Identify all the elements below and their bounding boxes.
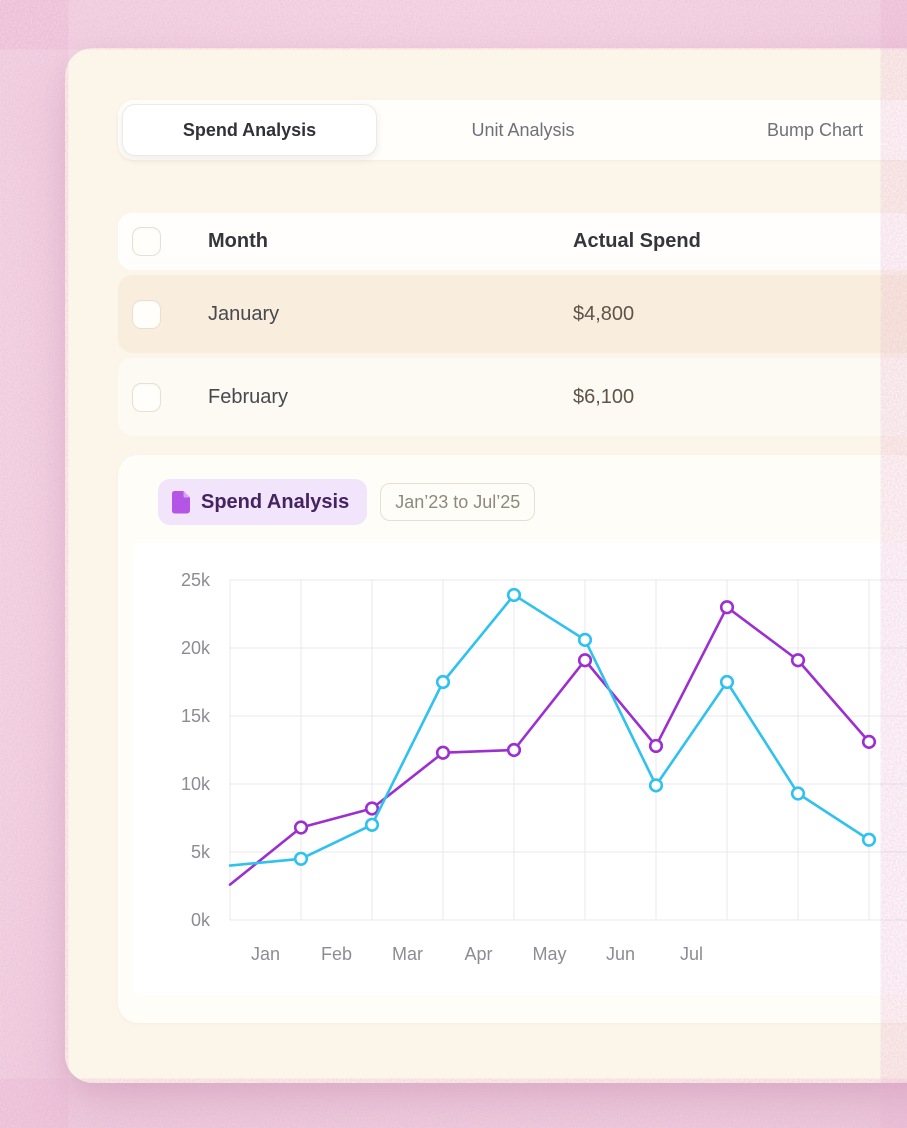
svg-text:Jan: Jan [251, 944, 280, 964]
column-header-actual-spend: Actual Spend [573, 230, 701, 252]
svg-text:20k: 20k [181, 638, 211, 658]
document-icon [172, 490, 191, 514]
tab-unit-analysis[interactable]: Unit Analysis [471, 119, 575, 140]
chart-title-pill: Spend Analysis [158, 479, 368, 525]
svg-text:25k: 25k [181, 570, 211, 590]
chart-header: Spend Analysis Jan’23 to Jul’25 [158, 479, 907, 525]
spend-line-chart: 0k 5k 10k 15k 20k 25k Jan Feb Mar Apr May Jun Jul [133, 543, 907, 995]
tab-spend-analysis[interactable]: Spend Analysis [122, 104, 377, 156]
svg-text:0k: 0k [191, 910, 211, 930]
actual-spend-cell: $4,800 [573, 302, 635, 325]
svg-text:15k: 15k [181, 706, 211, 726]
svg-text:10k: 10k [181, 774, 211, 794]
row-checkbox[interactable] [132, 299, 161, 329]
svg-text:Jul: Jul [680, 944, 703, 964]
table-header-row: Month Actual Spend [118, 213, 907, 270]
row-checkbox[interactable] [132, 382, 161, 412]
actual-spend-cell: $6,100 [573, 385, 635, 408]
select-all-checkbox[interactable] [132, 227, 161, 256]
month-cell: January [208, 302, 280, 325]
tab-bar: Spend Analysis Unit Analysis Bump Chart [118, 100, 907, 160]
chart-card: Spend Analysis Jan’23 to Jul’25 0k 5k 10k 1… [118, 455, 907, 1023]
svg-text:Feb: Feb [321, 944, 352, 964]
spend-table: Month Actual Spend January $4,800 Februa… [118, 213, 907, 436]
table-row: February $6,100 [118, 358, 907, 436]
date-range-badge: Jan’23 to Jul’25 [380, 483, 536, 521]
svg-text:5k: 5k [191, 842, 211, 862]
main-card: Spend Analysis Unit Analysis Bump Chart … [65, 48, 907, 1083]
svg-text:Jun: Jun [606, 944, 635, 964]
chart-title: Spend Analysis [201, 490, 350, 513]
column-header-month: Month [208, 230, 268, 252]
tab-bump-chart[interactable]: Bump Chart [766, 119, 864, 140]
svg-text:Mar: Mar [392, 944, 423, 964]
svg-text:May: May [532, 944, 566, 964]
month-cell: February [208, 385, 289, 408]
table-row: January $4,800 [118, 275, 907, 353]
svg-text:Apr: Apr [464, 944, 492, 964]
